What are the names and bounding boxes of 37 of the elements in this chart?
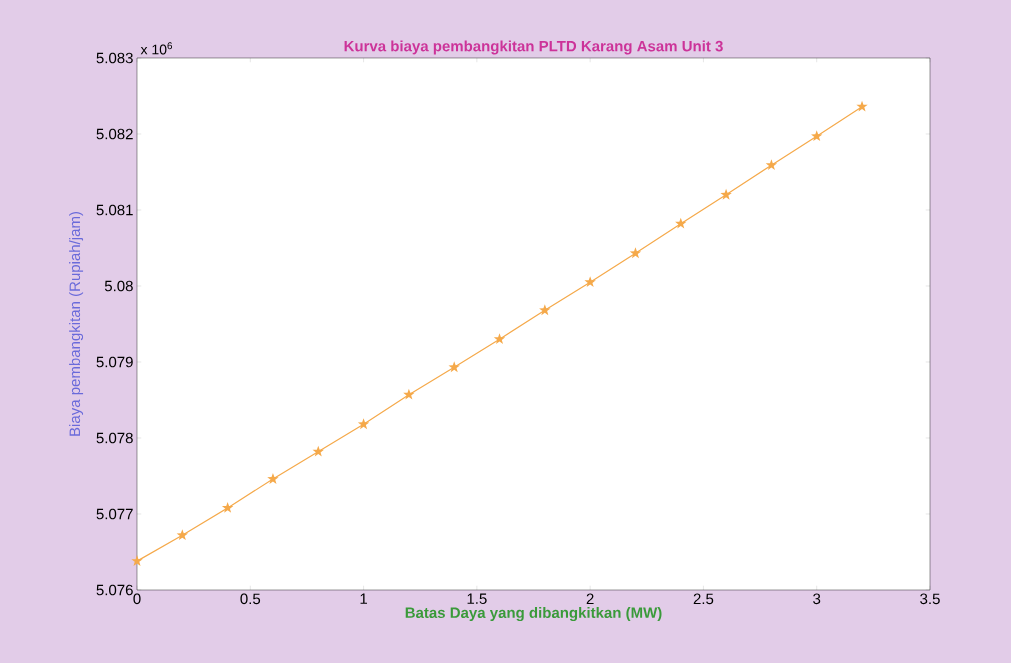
x-tick-label: 3 bbox=[813, 593, 821, 605]
y-axis-title: Biaya pembangkitan (Rupiah/jam) bbox=[69, 212, 84, 436]
y-tick-label: 5.08 bbox=[104, 280, 133, 292]
point bbox=[811, 130, 823, 142]
y-tick-label: 5.082 bbox=[96, 128, 133, 140]
point bbox=[221, 501, 234, 513]
point bbox=[584, 276, 596, 288]
y-tick-label: 5.079 bbox=[96, 356, 133, 368]
y-tick-label: 5.078 bbox=[96, 432, 133, 444]
point bbox=[176, 529, 189, 541]
point bbox=[312, 445, 324, 457]
x-tick-label: 0.5 bbox=[240, 593, 261, 605]
x-tick-label: 1.5 bbox=[467, 593, 487, 604]
x-axis-title: Batas Daya yang dibangkitkan (MW) bbox=[405, 607, 662, 622]
point bbox=[131, 555, 143, 566]
x-tick-label: 1 bbox=[360, 593, 368, 604]
point bbox=[357, 418, 370, 430]
y-tick-label: 5.077 bbox=[96, 508, 133, 520]
y-tick-label: 5.083 bbox=[96, 52, 133, 64]
text: x 10$^{6}$ bbox=[140, 42, 173, 55]
point bbox=[403, 388, 415, 400]
point bbox=[539, 304, 551, 316]
point bbox=[629, 247, 642, 259]
chart-title: Kurva biaya pembangkitan PLTD Karang Asam Unit 3 bbox=[344, 40, 723, 55]
point bbox=[675, 217, 687, 229]
x-tick-label: 2 bbox=[586, 593, 594, 604]
point bbox=[765, 159, 778, 170]
point bbox=[720, 188, 732, 200]
x-tick-label: 3.5 bbox=[920, 593, 940, 605]
x-tick-label: 0 bbox=[133, 593, 141, 605]
point bbox=[493, 333, 506, 345]
y-tick-label: 5.076 bbox=[96, 584, 133, 596]
y-tick-label: 5.081 bbox=[96, 204, 133, 216]
point bbox=[448, 361, 460, 373]
point bbox=[856, 100, 868, 112]
point bbox=[267, 473, 279, 484]
x-tick-label: 2.5 bbox=[693, 593, 714, 605]
